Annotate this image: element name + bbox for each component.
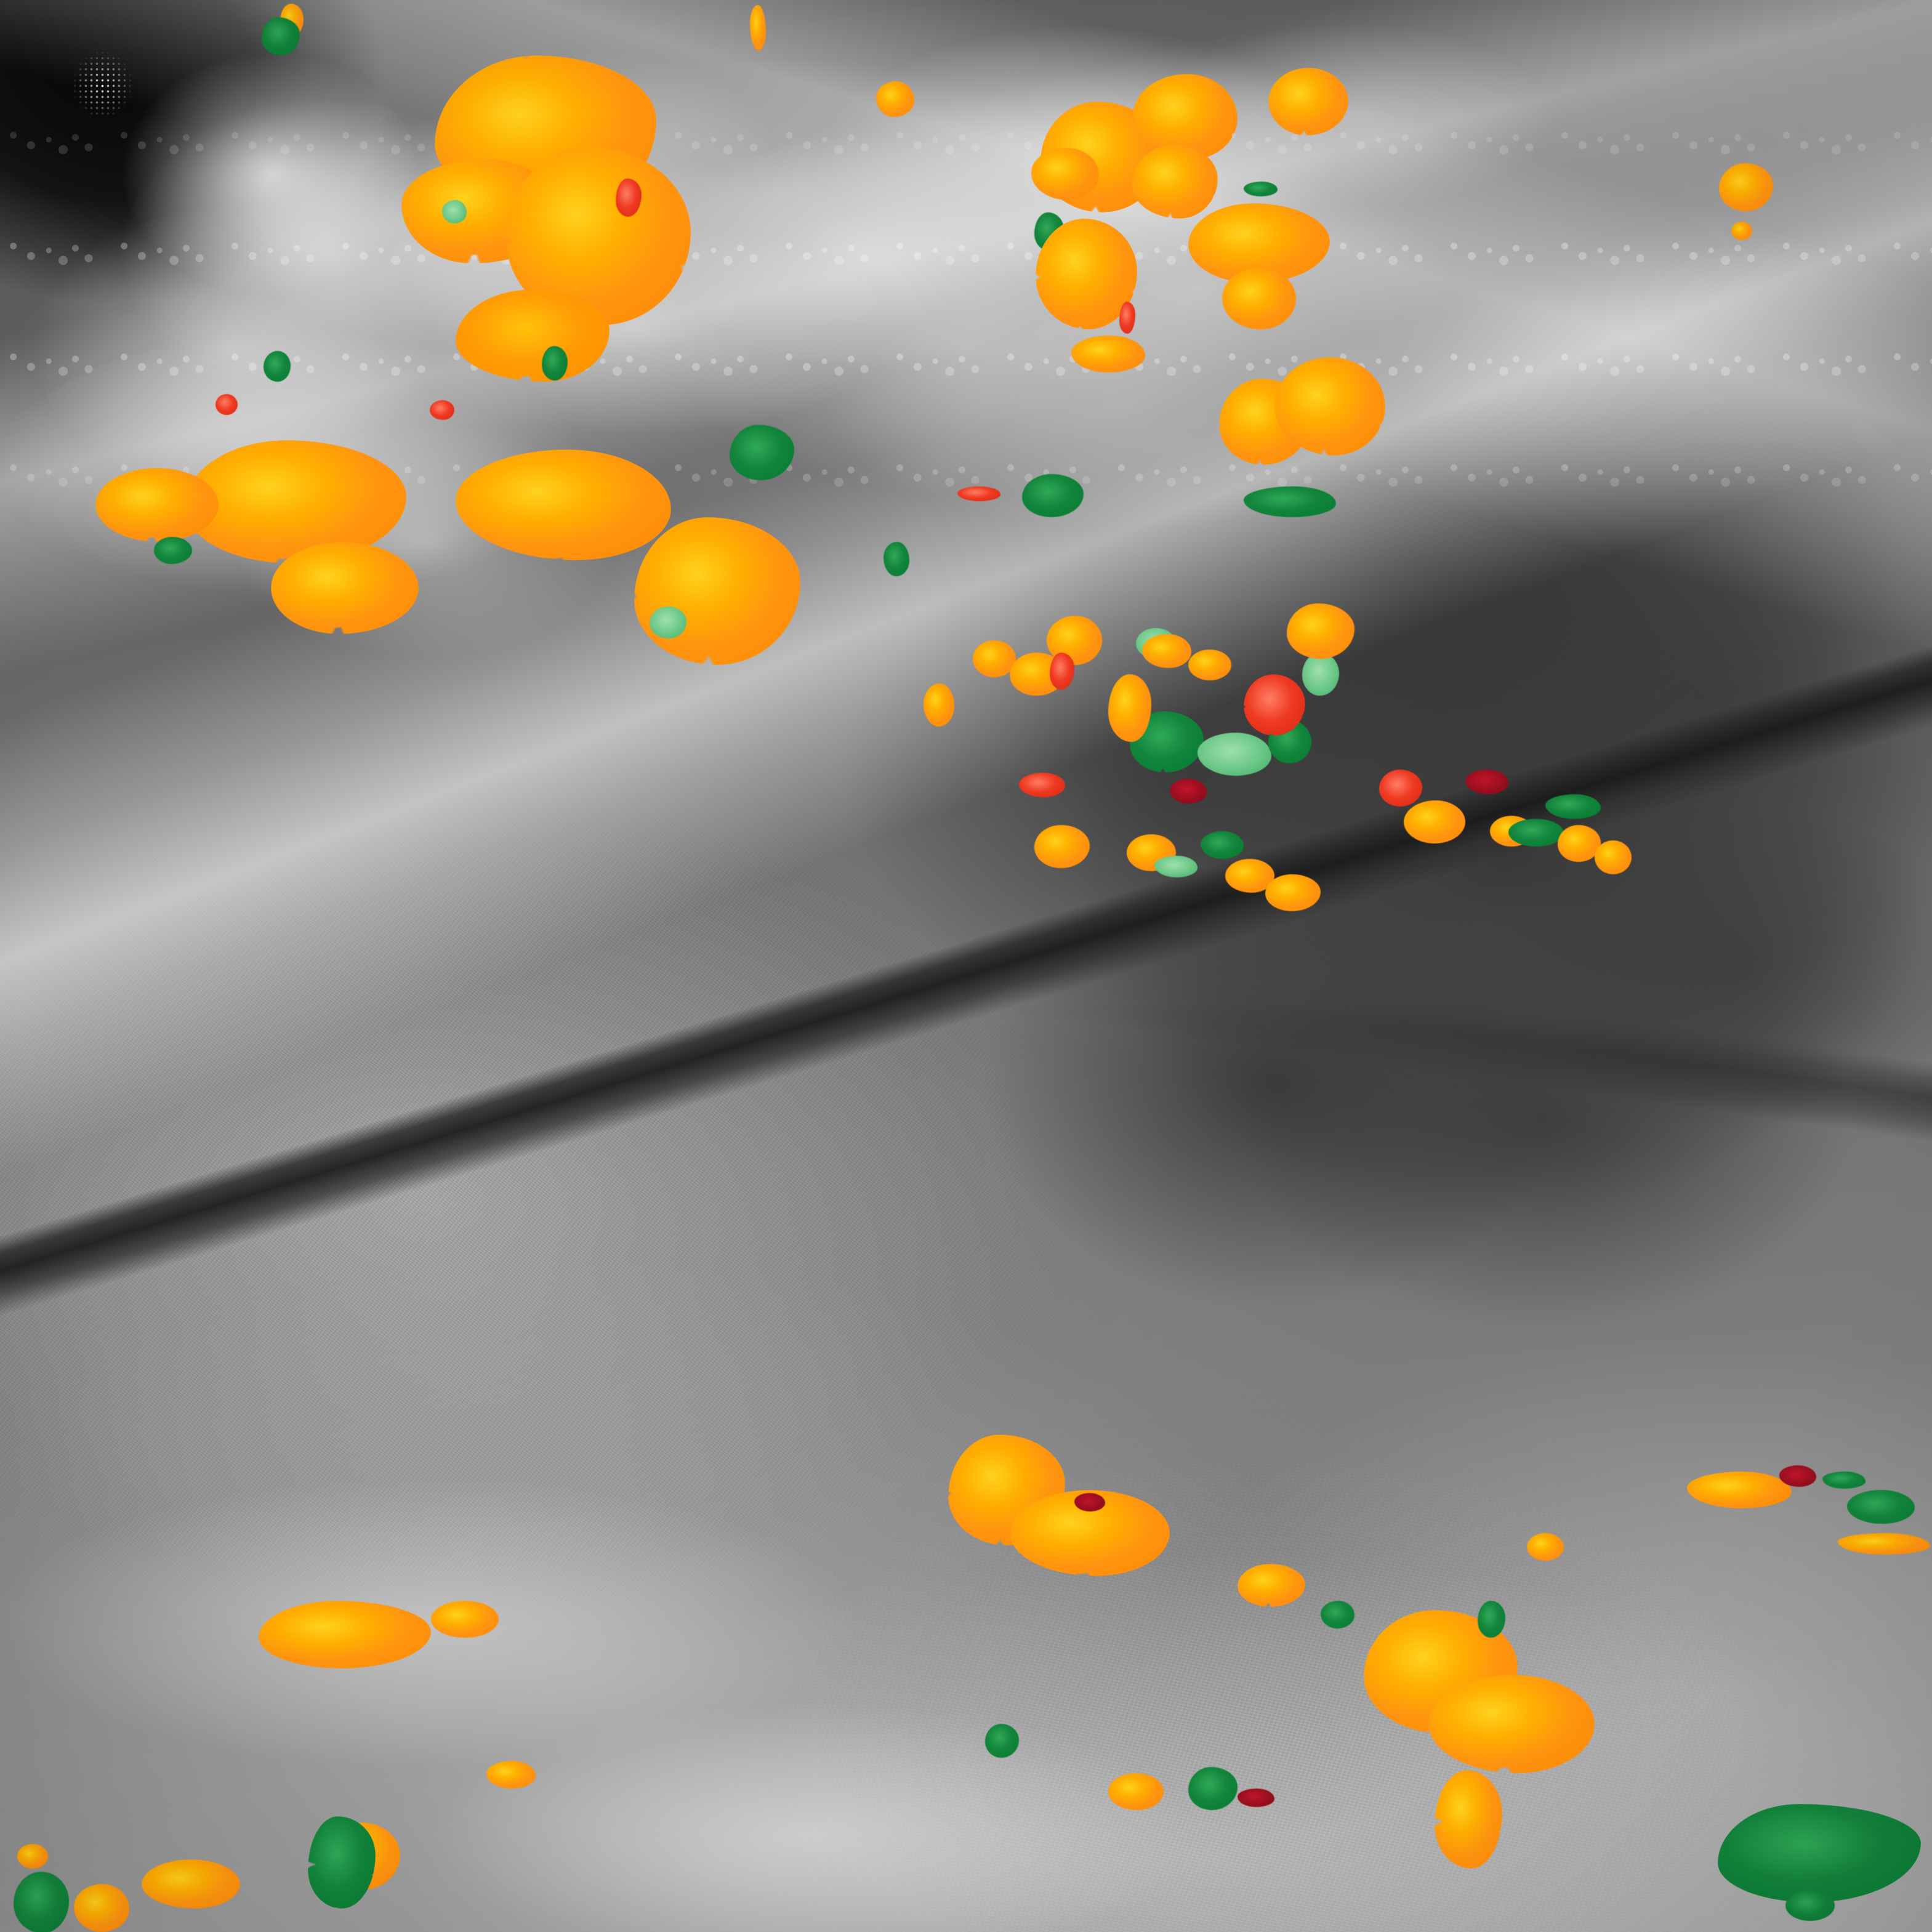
- cloud-object-orange-3: [876, 81, 914, 117]
- cloud-object-orange-55: [1108, 674, 1151, 742]
- cloud-object-orange-91: [74, 1884, 129, 1932]
- cloud-object-orange-95: [486, 1761, 536, 1789]
- cloud-object-darkred-99: [1238, 1789, 1274, 1807]
- cloud-object-orange-59: [1404, 800, 1465, 843]
- cloud-object-green-17: [154, 537, 192, 564]
- cloud-object-orange-64: [1595, 840, 1632, 874]
- cloud-object-green-18: [264, 351, 291, 382]
- cloud-object-red-19: [215, 394, 238, 415]
- cloud-object-green-39: [1244, 486, 1336, 517]
- cloud-object-green-24: [883, 542, 909, 576]
- cloud-object-red-12: [430, 400, 454, 420]
- cloud-object-orange-36: [1031, 148, 1099, 200]
- cloud-object-orange-33: [1071, 336, 1145, 372]
- cloud-object-green-13: [542, 346, 568, 380]
- cloud-object-orange-31: [1132, 145, 1218, 219]
- cloud-object-green-98: [1188, 1767, 1238, 1810]
- cloud-object-green-85: [1847, 1490, 1915, 1524]
- cloud-object-red-54: [1244, 674, 1305, 736]
- cloud-object-green-light-10: [442, 200, 467, 223]
- cloud-object-orange-16: [95, 468, 219, 542]
- cloud-object-orange-76: [1238, 1564, 1305, 1607]
- cloud-object-orange-72: [1265, 874, 1321, 911]
- cloud-object-orange-81: [1527, 1533, 1564, 1561]
- cloud-object-orange-97: [1108, 1773, 1164, 1810]
- cloud-object-orange-2: [750, 5, 766, 50]
- cloud-object-orange-21: [271, 542, 419, 634]
- cloud-object-green-40: [1022, 474, 1084, 517]
- cloud-object-green-61: [1545, 794, 1601, 819]
- cloud-object-green-light-23: [650, 606, 686, 638]
- cloud-object-orange-14: [185, 440, 406, 563]
- cloud-object-orange-100: [1435, 1770, 1502, 1869]
- cloud-object-red-57: [1379, 770, 1422, 807]
- cloud-object-red-41: [957, 486, 1000, 501]
- cloud-object-orange-63: [1558, 825, 1601, 862]
- cloud-object-green-92: [308, 1816, 376, 1909]
- cloud-object-orange-27: [1268, 68, 1348, 135]
- cloud-object-green-30: [1244, 182, 1278, 196]
- cloud-object-green-93: [14, 1872, 69, 1932]
- cloud-object-orange-5: [1731, 222, 1752, 240]
- cloud-object-green-22: [730, 425, 794, 480]
- cloud-object-red-65: [1019, 773, 1065, 797]
- cloud-object-green-light-43: [1302, 653, 1339, 696]
- cloud-object-green-102: [1785, 1890, 1835, 1921]
- cloud-object-orange-49: [1142, 634, 1191, 668]
- cloud-object-orange-15: [456, 449, 671, 560]
- cloud-object-green-light-70: [1154, 856, 1197, 877]
- cloud-object-orange-4: [1719, 163, 1773, 211]
- cloud-object-green-79: [1321, 1601, 1354, 1628]
- cloud-object-orange-50: [1188, 650, 1231, 680]
- cloud-object-red-32: [1119, 302, 1135, 334]
- cloud-object-orange-87: [259, 1601, 431, 1668]
- cloud-object-green-101: [1718, 1804, 1921, 1902]
- cloud-object-darkred-58: [1465, 770, 1508, 794]
- cloud-object-green-69: [1201, 831, 1244, 859]
- cloud-object-orange-86: [1838, 1533, 1930, 1555]
- cloud-object-orange-94: [17, 1844, 48, 1869]
- cloud-object-darkred-75: [1074, 1493, 1105, 1511]
- cloud-object-orange-38: [1274, 357, 1385, 456]
- cloud-object-orange-88: [431, 1601, 499, 1638]
- cloud-object-green-light-52: [1197, 733, 1271, 776]
- cloud-object-orange-56: [924, 683, 954, 727]
- cloud-object-orange2-9: [456, 289, 610, 382]
- cloud-object-orange-35: [1222, 268, 1296, 329]
- cloud-object-orange-47: [1287, 603, 1354, 659]
- cloud-object-green-1: [262, 17, 300, 55]
- cloud-object-red-11: [616, 179, 642, 217]
- cloud-object-orange-20: [634, 517, 800, 665]
- cloud-object-green-96: [985, 1724, 1019, 1758]
- cloud-object-red-48: [1050, 653, 1074, 690]
- cloud-object-orange-90: [142, 1859, 240, 1909]
- cloud-object-orange-78: [1428, 1675, 1595, 1773]
- cloud-object-green-84: [1822, 1471, 1866, 1489]
- cloud-object-darkred-83: [1779, 1465, 1816, 1487]
- cloud-object-green-62: [1508, 819, 1564, 847]
- cloud-object-darkred-66: [1170, 779, 1207, 803]
- cloud-object-orange-82: [1687, 1471, 1792, 1508]
- cloud-object-orange-45: [973, 640, 1016, 677]
- cloud-object-orange-67: [1034, 825, 1090, 868]
- cloud-object-green-80: [1478, 1601, 1505, 1638]
